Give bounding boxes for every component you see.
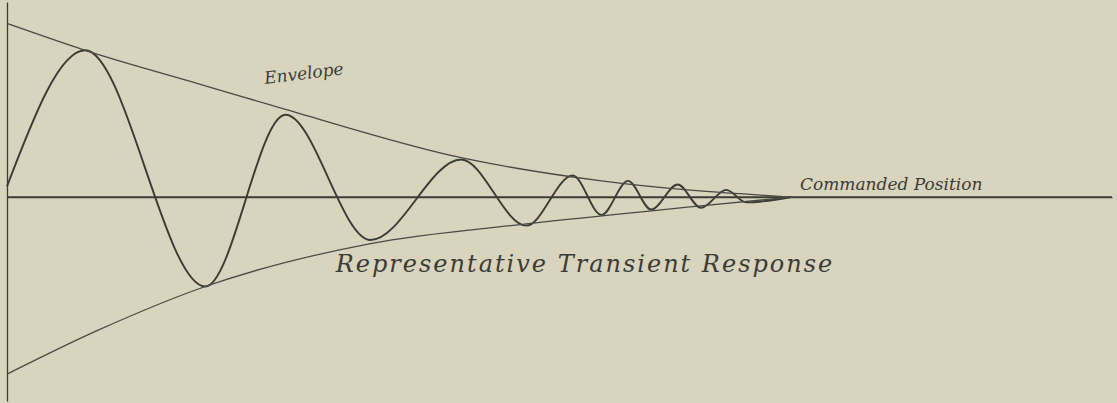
- x-axis: [8, 197, 1113, 198]
- envelope-line: [7, 197, 792, 374]
- chart: Envelope Commanded Position Representative…: [0, 0, 1117, 403]
- reference-line: [7, 196, 1112, 198]
- plot-area: [7, 23, 1112, 374]
- reference-label: Commanded Position: [800, 174, 982, 194]
- chart-title: Representative Transient Response: [335, 250, 835, 278]
- y-axis: [7, 3, 8, 402]
- envelope-line: [7, 23, 792, 197]
- y-axis-line: [7, 3, 8, 402]
- envelope-label: Envelope: [262, 58, 344, 88]
- x-axis-line: [8, 197, 1113, 198]
